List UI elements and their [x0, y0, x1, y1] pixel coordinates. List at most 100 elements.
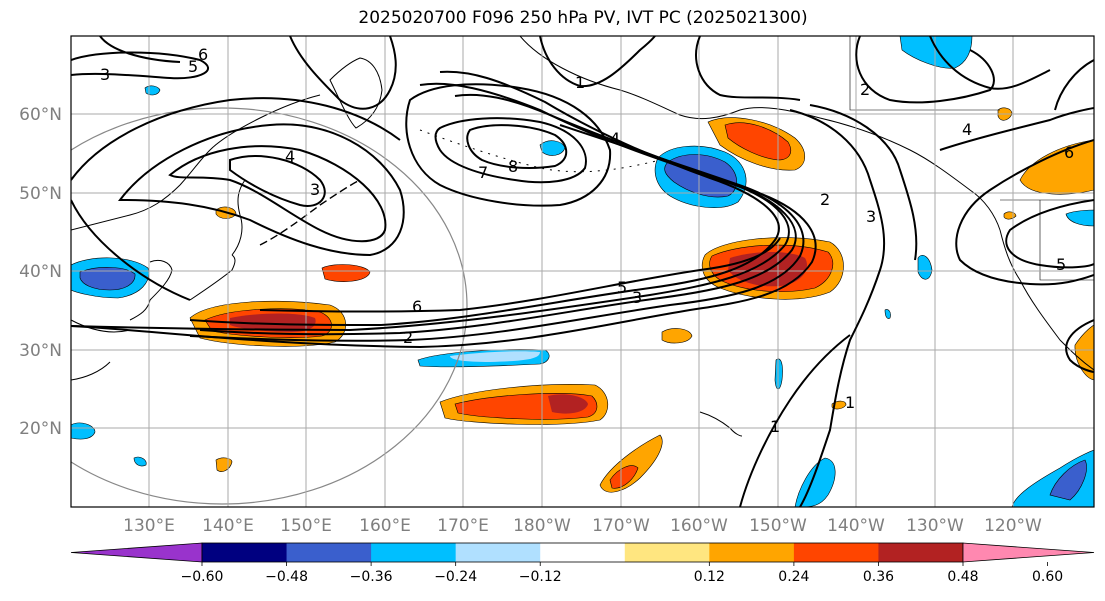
- lat-label: 40°N: [19, 262, 62, 282]
- kuril-islands: [259, 179, 361, 246]
- contour-label: 2: [820, 190, 830, 209]
- pv-contour-east-8: [1065, 319, 1094, 373]
- coastline-japan: [189, 179, 246, 301]
- colorbar-tick-label: −0.36: [350, 569, 393, 585]
- colorbar-extend-high: [962, 542, 1095, 563]
- contour-label: 1: [770, 417, 780, 436]
- contour-label: 6: [412, 297, 422, 316]
- coastline-asia: [71, 94, 321, 231]
- negative-anomaly-dot-5: [133, 456, 147, 467]
- colorbar-segment: [202, 543, 288, 562]
- contour-label: 1: [575, 73, 585, 92]
- pv-contour-east-9: [939, 107, 1094, 151]
- colorbar-tick-label: −0.24: [434, 569, 477, 585]
- colorbar-tick-label: −0.60: [181, 569, 224, 585]
- coastline-bc: [999, 229, 1094, 371]
- colorbar-tick-label: 0.60: [1032, 569, 1063, 585]
- coastline-alaska: [519, 36, 1001, 231]
- pv-contour-east-7: [1005, 199, 1094, 269]
- negative-anomaly-dot-7: [884, 309, 891, 319]
- latitude-labels: 60°N 50°N 40°N 30°N 20°N: [19, 105, 62, 439]
- pv-contour-west-7: [71, 199, 191, 301]
- negative-anomaly-canada: [899, 36, 973, 69]
- pv-contour-north-3: [695, 36, 801, 101]
- coastlines: [71, 36, 1094, 437]
- coastline-china: [71, 319, 131, 381]
- negative-anomaly-aleutian: [539, 140, 566, 156]
- lat-label: 30°N: [19, 341, 62, 361]
- coastline-kamchatka: [329, 57, 383, 129]
- positive-anomaly-japan-inner: [230, 313, 316, 332]
- contour-label: 5: [1056, 255, 1066, 274]
- contour-label: 1: [845, 393, 855, 412]
- negative-anomaly-dot-2: [917, 255, 933, 280]
- pv-contour-west-3: [71, 97, 401, 181]
- contour-label: 3: [632, 288, 642, 307]
- pv-contour-jet-5: [71, 191, 817, 349]
- country-border-1: [849, 36, 1000, 111]
- colorbar-segment: [624, 543, 710, 562]
- range-ring: [71, 107, 468, 505]
- pv-contour-jet-4: [189, 124, 805, 342]
- colorbar-segment: [793, 543, 879, 562]
- contour-label: 4: [962, 120, 972, 139]
- pv-contour-east-2: [809, 104, 918, 261]
- lat-label: 20°N: [19, 419, 62, 439]
- contour-label: 4: [610, 129, 620, 148]
- pv-contour-high-inner: [466, 124, 568, 169]
- negative-anomaly-dot-3: [774, 358, 783, 390]
- positive-anomaly-subtropical-inner: [548, 394, 588, 414]
- colorbar-segment: [455, 543, 541, 562]
- positive-anomaly-alaska-core: [724, 122, 791, 161]
- colorbar-tick-label: 0.24: [778, 569, 809, 585]
- contour-label: 2: [403, 328, 413, 347]
- lon-label: 120°W: [984, 516, 1042, 536]
- positive-anomaly-south-core: [609, 465, 639, 489]
- lon-label: 140°W: [827, 516, 885, 536]
- colorbar-extend-low: [70, 542, 203, 563]
- contour-label: 5: [617, 278, 627, 297]
- contour-label: 7: [478, 163, 488, 182]
- contour-label: 8: [508, 157, 518, 176]
- map-border: [70, 35, 1095, 508]
- contour-label: 5: [188, 57, 198, 76]
- negative-anomaly-subtropic-band-light: [450, 351, 540, 362]
- lon-label: 130°W: [906, 516, 964, 536]
- lon-label: 150°W: [749, 516, 807, 536]
- pv-contour-west-5: [71, 51, 209, 80]
- colorbar-tick-label: 0.36: [863, 569, 894, 585]
- colorbar-segment: [286, 543, 372, 562]
- negative-anomaly-southeast-2-core: [1049, 459, 1087, 501]
- lon-label: 180°W: [513, 516, 571, 536]
- coastline-aleutians: [419, 129, 661, 173]
- pv-contour-jet-6: [259, 237, 781, 313]
- pv-contour-east-3: [739, 334, 851, 507]
- pv-contour-high-mid: [434, 117, 587, 184]
- lat-label: 50°N: [19, 184, 62, 204]
- pv-contour-west-6: [99, 36, 181, 63]
- colorbar-segment: [878, 543, 964, 562]
- contour-label: 3: [310, 180, 320, 199]
- map-title: 2025020700 F096 250 hPa PV, IVT PC (2025…: [358, 8, 808, 28]
- pv-contour-west-2: [117, 123, 405, 257]
- lon-label: 170°W: [592, 516, 650, 536]
- pv-contour-high-outer: [405, 83, 612, 207]
- pv-contour-west-4: [229, 155, 326, 207]
- lon-label: 170°E: [437, 516, 489, 536]
- lon-label: 160°W: [670, 516, 728, 536]
- negative-anomaly-dot-4: [71, 422, 96, 440]
- pv-contour-west-1: [168, 145, 387, 243]
- positive-anomaly-small: [321, 264, 371, 282]
- contour-label: 4: [285, 147, 295, 166]
- contour-label: 3: [100, 65, 110, 84]
- colorbar-tick-label: −0.12: [519, 569, 562, 585]
- colorbar-tick-label: 0.48: [947, 569, 978, 585]
- pv-contour-north-2: [539, 36, 656, 88]
- longitude-labels: 130°E 140°E 150°E 160°E 170°E 180°W 170°…: [123, 516, 1042, 536]
- lon-label: 140°E: [202, 516, 254, 536]
- lon-label: 130°E: [123, 516, 175, 536]
- lon-label: 160°E: [359, 516, 411, 536]
- negative-anomaly-dot-1: [144, 85, 161, 96]
- gridlines: [71, 36, 1094, 507]
- pv-contour-east-1: [789, 109, 886, 507]
